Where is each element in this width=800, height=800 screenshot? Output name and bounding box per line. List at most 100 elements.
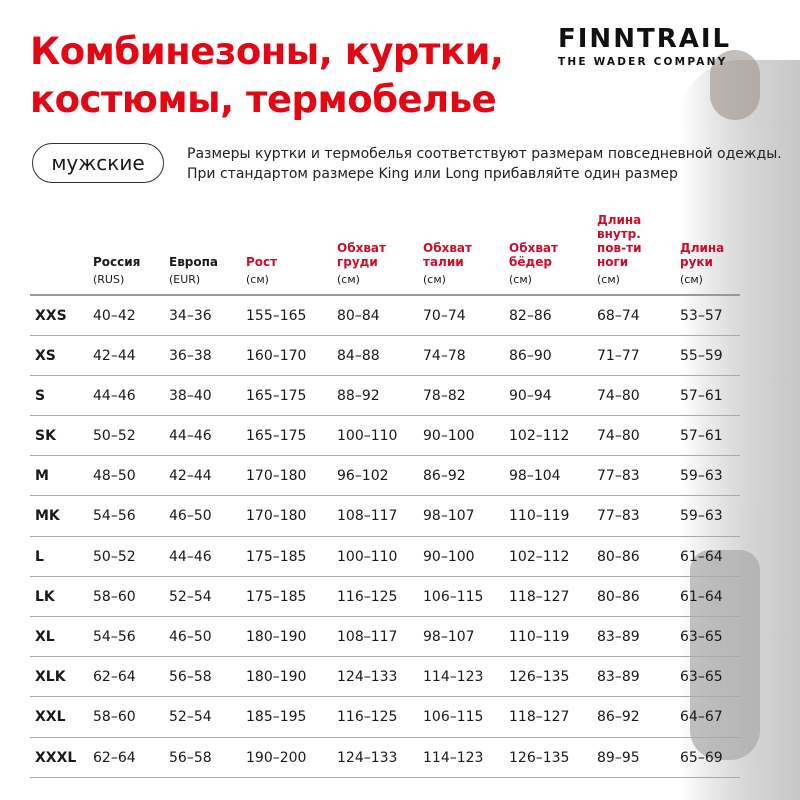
table-cell: 34–36 bbox=[169, 307, 212, 324]
table-cell: 175–185 bbox=[246, 548, 307, 565]
table-cell: 96–102 bbox=[337, 468, 389, 485]
table-row: XXL 58–60 52–54 185–195 116–125 106–115 118–12… bbox=[30, 697, 740, 738]
table-cell: 98–107 bbox=[423, 508, 475, 525]
table-cell: 108–117 bbox=[337, 508, 398, 525]
table-cell: 42–44 bbox=[169, 468, 212, 485]
column-label: Россия bbox=[93, 255, 141, 269]
column-unit: (RUS) bbox=[93, 273, 125, 286]
table-cell: 55–59 bbox=[680, 347, 723, 364]
table-row: M 48–50 42–44 170–180 96–102 86–92 98–104 77–83… bbox=[30, 456, 740, 497]
column-unit: (см) bbox=[680, 273, 703, 286]
table-cell: 71–77 bbox=[597, 347, 640, 364]
size-label: S bbox=[35, 387, 46, 404]
column-label: Длина руки bbox=[680, 241, 725, 269]
table-cell: 58–60 bbox=[93, 588, 136, 605]
column-unit: (см) bbox=[246, 273, 269, 286]
table-cell: 74–80 bbox=[597, 428, 640, 445]
table-cell: 90–100 bbox=[423, 548, 475, 565]
table-cell: 61–64 bbox=[680, 588, 723, 605]
logo-brand: FINNTRAIL bbox=[558, 24, 732, 54]
table-cell: 175–185 bbox=[246, 588, 307, 605]
table-cell: 44–46 bbox=[169, 548, 212, 565]
table-cell: 62–64 bbox=[93, 749, 136, 766]
table-cell: 124–133 bbox=[337, 749, 398, 766]
table-row: XS 42–44 36–38 160–170 84–88 74–78 86–90 71–77 5… bbox=[30, 336, 740, 376]
table-cell: 52–54 bbox=[169, 588, 212, 605]
table-cell: 52–54 bbox=[169, 709, 212, 726]
table-cell: 48–50 bbox=[93, 468, 136, 485]
table-cell: 102–112 bbox=[509, 428, 570, 445]
table-cell: 190–200 bbox=[246, 749, 307, 766]
model-photo bbox=[680, 50, 800, 800]
table-cell: 90–100 bbox=[423, 428, 475, 445]
column-header: Обхват талии (см) bbox=[423, 241, 503, 287]
table-cell: 50–52 bbox=[93, 428, 136, 445]
size-label: XXL bbox=[35, 709, 66, 726]
table-row: SK 50–52 44–46 165–175 100–110 90–100 102–112 7… bbox=[30, 416, 740, 457]
column-label: Обхват груди bbox=[337, 241, 386, 269]
column-header: Длина руки (см) bbox=[680, 241, 760, 287]
table-cell: 56–58 bbox=[169, 749, 212, 766]
table-row: XXS 40–42 34–36 155–165 80–84 70–74 82–86 68–74… bbox=[30, 296, 740, 336]
table-cell: 118–127 bbox=[509, 588, 570, 605]
table-cell: 44–46 bbox=[93, 387, 136, 404]
table-cell: 98–104 bbox=[509, 468, 561, 485]
table-cell: 70–74 bbox=[423, 307, 466, 324]
table-cell: 77–83 bbox=[597, 468, 640, 485]
table-cell: 36–38 bbox=[169, 347, 212, 364]
size-label: SK bbox=[35, 428, 56, 445]
table-cell: 114–123 bbox=[423, 669, 484, 686]
size-table: XXS 40–42 34–36 155–165 80–84 70–74 82–86 68–74… bbox=[30, 294, 740, 778]
table-cell: 80–84 bbox=[337, 307, 380, 324]
size-label: LK bbox=[35, 588, 55, 605]
table-cell: 80–86 bbox=[597, 548, 640, 565]
table-cell: 83–89 bbox=[597, 629, 640, 645]
table-cell: 54–56 bbox=[93, 508, 136, 525]
table-cell: 56–58 bbox=[169, 669, 212, 686]
table-cell: 110–119 bbox=[509, 629, 570, 645]
category-badge: мужские bbox=[32, 143, 164, 183]
table-cell: 170–180 bbox=[246, 508, 307, 525]
size-note: Размеры куртки и термобелья соответствую… bbox=[187, 146, 782, 182]
table-cell: 86–90 bbox=[509, 347, 552, 364]
table-cell: 44–46 bbox=[169, 428, 212, 445]
column-header: Обхват груди (см) bbox=[337, 241, 417, 287]
table-cell: 100–110 bbox=[337, 548, 398, 565]
table-cell: 180–190 bbox=[246, 669, 307, 686]
table-cell: 54–56 bbox=[93, 629, 136, 645]
table-row: S 44–46 38–40 165–175 88–92 78–82 90–94 74–80 57… bbox=[30, 376, 740, 417]
title-line-2: костюмы, термобелье bbox=[30, 78, 497, 121]
table-cell: 68–74 bbox=[597, 307, 640, 324]
table-cell: 64–67 bbox=[680, 709, 723, 726]
table-cell: 106–115 bbox=[423, 588, 484, 605]
column-label: Обхват бёдер bbox=[509, 241, 558, 269]
table-cell: 160–170 bbox=[246, 347, 307, 364]
table-row: LK 58–60 52–54 175–185 116–125 106–115 118–127… bbox=[30, 577, 740, 617]
table-row: XLK 62–64 56–58 180–190 124–133 114–123 126–13… bbox=[30, 657, 740, 698]
table-cell: 59–63 bbox=[680, 508, 723, 525]
table-cell: 46–50 bbox=[169, 629, 212, 645]
finntrail-logo: FINNTRAIL THE WADER COMPANY bbox=[558, 24, 731, 68]
table-cell: 100–110 bbox=[337, 428, 398, 445]
table-cell: 170–180 bbox=[246, 468, 307, 485]
table-cell: 65–69 bbox=[680, 749, 723, 766]
size-label: MK bbox=[35, 508, 60, 525]
table-cell: 59–63 bbox=[680, 468, 723, 485]
table-cell: 126–135 bbox=[509, 749, 570, 766]
size-label: XL bbox=[35, 629, 55, 645]
model-leg bbox=[690, 550, 760, 760]
table-cell: 116–125 bbox=[337, 709, 398, 726]
table-cell: 61–64 bbox=[680, 548, 723, 565]
table-cell: 40–42 bbox=[93, 307, 136, 324]
column-unit: (EUR) bbox=[169, 273, 201, 286]
table-cell: 86–92 bbox=[597, 709, 640, 726]
size-label: L bbox=[35, 548, 44, 565]
table-cell: 90–94 bbox=[509, 387, 552, 404]
size-label: M bbox=[35, 468, 49, 485]
table-cell: 102–112 bbox=[509, 548, 570, 565]
table-cell: 80–86 bbox=[597, 588, 640, 605]
table-cell: 124–133 bbox=[337, 669, 398, 686]
table-cell: 82–86 bbox=[509, 307, 552, 324]
table-cell: 58–60 bbox=[93, 709, 136, 726]
table-cell: 78–82 bbox=[423, 387, 466, 404]
